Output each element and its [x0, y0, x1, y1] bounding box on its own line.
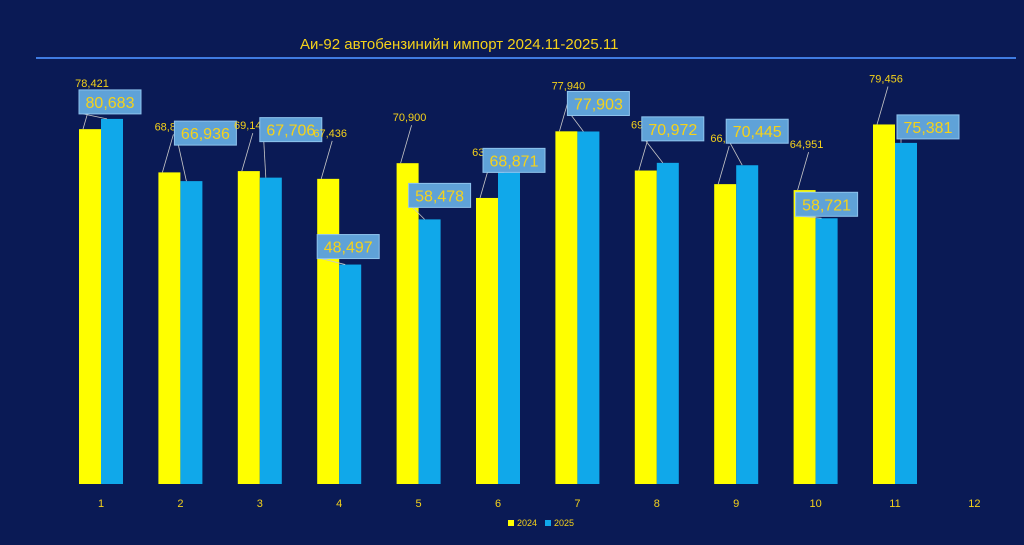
callout-box-2025-3 [259, 117, 323, 143]
data-label-2024-4: 67,436 [313, 128, 347, 140]
callout-box-2025-6 [482, 147, 546, 173]
bar-2025-7 [577, 131, 600, 484]
x-tick-label-3: 3 [257, 498, 263, 510]
leader-line-2025-1 [82, 113, 108, 120]
legend-label-2025: 2025 [554, 518, 575, 528]
leader-line-2025-4 [321, 258, 346, 265]
callout-box-2025-1 [78, 89, 142, 115]
legend-swatch-2024 [508, 520, 514, 526]
x-tick-label-6: 6 [495, 498, 501, 510]
bar-2025-8 [656, 162, 679, 485]
data-label-2024-10: 64,951 [790, 139, 824, 151]
leader-line-2024-3 [241, 132, 254, 172]
bar-2024-3 [237, 171, 260, 484]
bar-2025-4 [339, 264, 362, 484]
bar-2024-6 [476, 197, 498, 484]
data-label-2025-8: 70,972 [648, 122, 697, 139]
bar-2025-5 [418, 219, 441, 484]
data-label-2024-7: 77,940 [552, 80, 586, 92]
x-tick-label-7: 7 [574, 498, 580, 510]
leader-line-2024-9 [717, 146, 730, 185]
leader-line-2024-2 [162, 134, 174, 173]
leader-line-2024-4 [320, 140, 333, 179]
bar-2024-2 [158, 172, 181, 485]
x-tick-label-1: 1 [98, 498, 104, 510]
x-tick-label-12: 12 [968, 498, 980, 510]
data-label-2024-5: 70,900 [393, 112, 427, 124]
legend-item-2024: 2024 [508, 518, 537, 528]
bar-2025-11 [895, 142, 917, 484]
title-divider [36, 57, 1016, 59]
x-tick-label-11: 11 [889, 498, 900, 510]
data-label-2025-1: 80,683 [86, 95, 135, 112]
data-label-2024-3: 69,149 [234, 120, 268, 132]
legend: 2024 2025 [508, 518, 574, 528]
bar-2024-10 [793, 190, 816, 484]
leader-line-2025-2 [178, 145, 187, 182]
leader-line-2024-10 [797, 151, 809, 191]
callout-box-2025-2 [173, 120, 237, 146]
x-tick-label-10: 10 [809, 498, 821, 510]
bar-2024-5 [396, 163, 419, 485]
x-tick-label-5: 5 [416, 498, 422, 510]
x-tick-label-9: 9 [733, 498, 739, 510]
callout-box-2025-9 [725, 118, 789, 144]
leader-line-2025-5 [412, 207, 425, 220]
bar-2025-1 [101, 118, 123, 484]
data-label-2025-3: 67,706 [266, 123, 315, 140]
bar-2024-4 [317, 178, 340, 484]
callout-box-2025-4 [316, 234, 380, 260]
bar-2024-1 [79, 129, 101, 485]
bar-2025-3 [259, 177, 282, 484]
leader-line-2025-8 [645, 140, 664, 164]
x-tick-label-4: 4 [336, 498, 342, 510]
data-label-2025-11: 75,381 [904, 120, 953, 137]
x-tick-label-8: 8 [654, 498, 660, 510]
bar-2025-10 [815, 218, 838, 484]
leader-line-2025-3 [263, 141, 267, 178]
leader-line-2024-11 [876, 86, 889, 125]
legend-label-2024: 2024 [517, 518, 538, 528]
callout-box-2025-5 [408, 182, 472, 208]
bar-2024-9 [714, 184, 737, 484]
callout-box-2025-11 [896, 114, 960, 140]
data-label-2025-4: 48,497 [324, 240, 373, 257]
data-label-2025-5: 58,478 [415, 188, 464, 205]
leader-line-2024-5 [400, 125, 412, 164]
callout-box-2025-8 [641, 116, 705, 142]
bar-2024-7 [555, 131, 578, 484]
data-label-2025-6: 68,871 [490, 153, 539, 170]
bar-2024-8 [634, 170, 657, 484]
data-label-2024-11: 79,456 [869, 73, 903, 85]
data-label-2025-7: 77,903 [574, 96, 623, 113]
legend-swatch-2025 [545, 520, 552, 526]
bar-2024-11 [873, 124, 895, 484]
x-tick-label-2: 2 [177, 498, 183, 510]
callout-box-2025-7 [566, 90, 630, 116]
bar-2025-2 [180, 181, 203, 484]
data-label-2025-10: 58,721 [802, 197, 851, 214]
data-label-2024-1: 78,421 [75, 78, 109, 90]
bar-2025-6 [498, 172, 520, 485]
bar-2025-9 [736, 165, 759, 484]
leader-line-2025-7 [571, 115, 584, 132]
legend-item-2025: 2025 [545, 518, 574, 528]
data-label-2025-9: 70,445 [733, 124, 782, 141]
callout-box-2025-10 [795, 191, 859, 217]
leader-line-2025-9 [729, 143, 743, 166]
data-label-2025-2: 66,936 [181, 126, 230, 143]
chart-title: Аи-92 автобензинийн импорт 2024.11-2025.… [300, 36, 619, 53]
